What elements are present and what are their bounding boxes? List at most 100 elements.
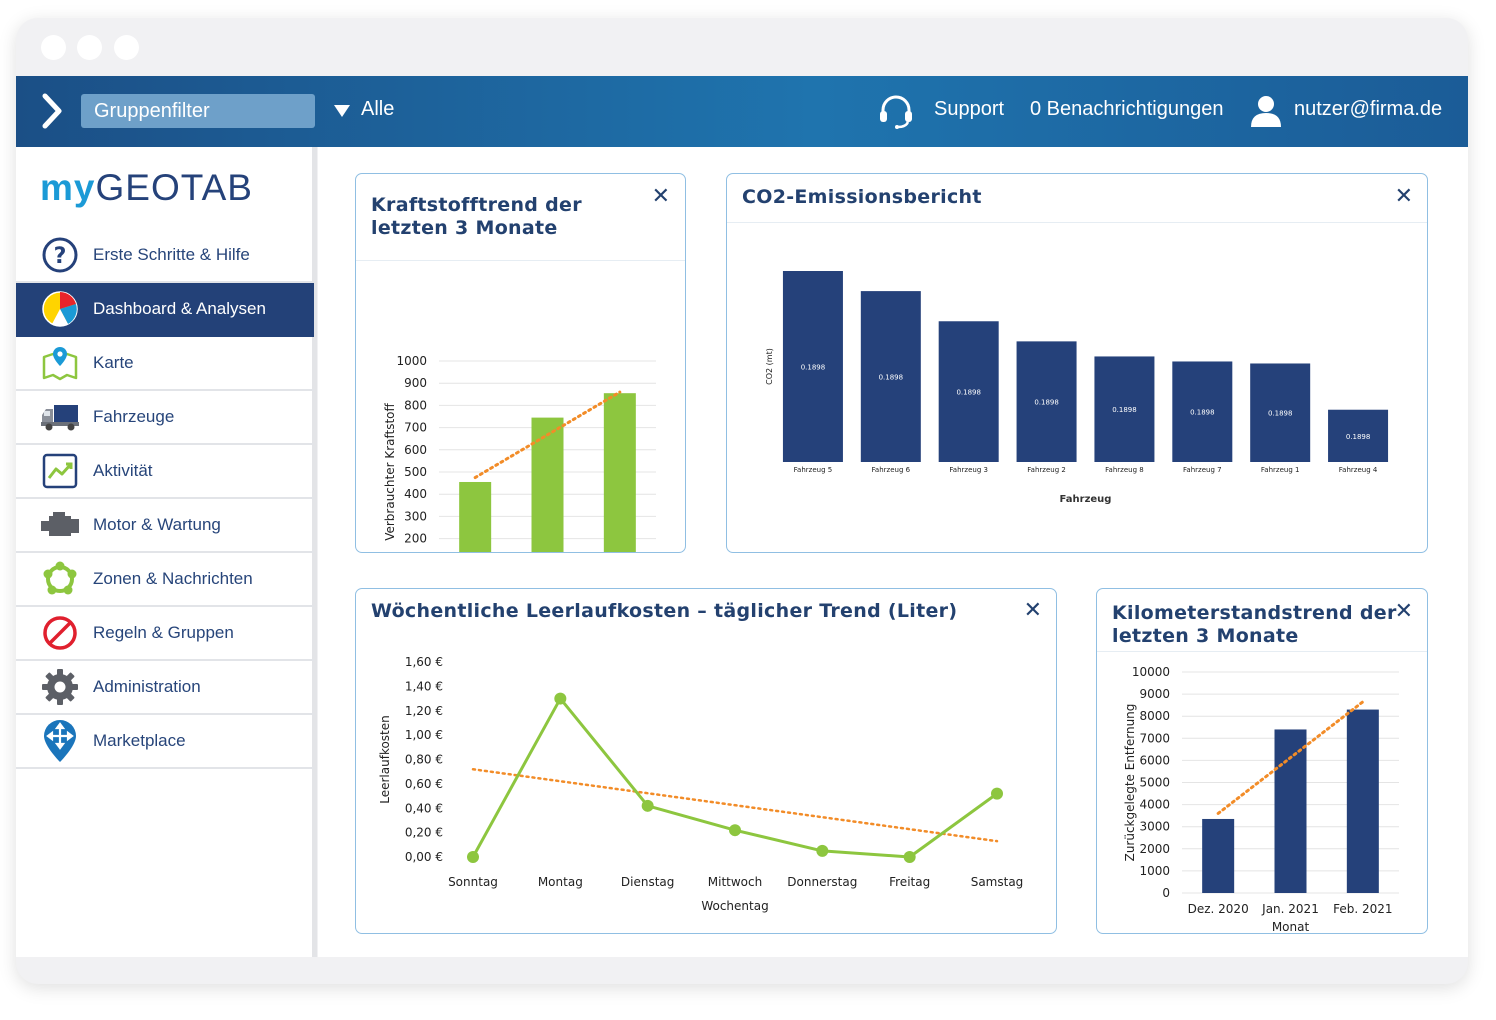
top-bar: Gruppenfilter Alle Support 0 Benachricht… [16,76,1468,147]
sidebar-item-marketplace[interactable]: Marketplace [16,715,314,769]
marketplace-icon [40,720,80,762]
bar [782,271,843,462]
mygeotab-logo[interactable]: myGEOTAB [40,167,253,209]
notifications-link[interactable]: 0 Benachrichtigungen [1030,98,1224,120]
window-dot [77,35,102,60]
x-tick-label: Donnerstag [787,875,857,889]
bar [1346,709,1379,893]
y-axis-label: Zurückgelegte Entfernung [1123,704,1137,862]
bar [1016,341,1077,462]
bar [938,321,999,462]
sidebar-item-label: Karte [93,353,134,372]
sidebar-item-help[interactable]: ? Erste Schritte & Hilfe [16,229,314,283]
x-tick-label: Fahrzeug 6 [872,466,911,474]
trend-line [1216,700,1365,815]
x-tick-label: Fahrzeug 5 [794,466,833,474]
bar [1274,729,1307,893]
sidebar-item-label: Fahrzeuge [93,407,175,426]
sidebar-item-label: Zonen & Nachrichten [93,569,253,588]
y-tick-label: 300 [404,509,427,523]
panel-title: Kilometerstandstrend der letzten 3 Monat… [1112,602,1397,648]
x-tick-label: Dienstag [621,875,675,889]
x-axis-label: Fahrzeug [1060,494,1112,505]
x-axis-label: Wochentag [701,899,768,913]
close-icon[interactable]: ✕ [1394,599,1413,624]
idle-chart: 0,00 € 0,20 € 0,40 € 0,60 € 0,80 € 1,00 € 1,20… [378,655,1023,913]
logo-prefix: my [40,167,96,208]
gear-icon [40,669,80,705]
browser-window: Gruppenfilter Alle Support 0 Benachricht… [16,18,1468,984]
user-email[interactable]: nutzer@firma.de [1294,98,1443,120]
sidebar-item-vehicles[interactable]: Fahrzeuge [16,391,314,445]
group-filter-value[interactable]: Alle [361,98,395,120]
headset-icon[interactable] [878,93,914,129]
idle-cost-panel: Wöchentliche Leerlaufkosten – täglicher … [355,588,1057,934]
sidebar-item-map[interactable]: Karte [16,337,314,391]
sidebar-item-engine[interactable]: Motor & Wartung [16,499,314,553]
close-icon[interactable]: ✕ [651,184,670,209]
panel-title-line: letzten 3 Monate [371,217,558,239]
map-icon [40,345,80,381]
logo-name: GEOTAB [95,167,253,208]
trend-line [471,768,999,843]
y-tick-label: 5000 [1139,776,1170,790]
sidebar-nav: ? Erste Schritte & Hilfe Dashboard & Ana… [16,229,314,769]
fuel-trend-panel: Kraftstofftrend der letzten 3 Monate ✕ 0… [355,173,686,553]
data-point [467,851,479,863]
panel-title-line: Kraftstofftrend der [371,194,582,216]
panel-title-line: Kilometerstandstrend der [1112,602,1397,624]
y-tick-label: 1,20 € [405,704,443,718]
window-dot [41,35,66,60]
user-icon[interactable] [1249,94,1283,128]
data-point [816,844,829,857]
co2-report-panel: CO2-Emissionsbericht ✕ 0.1898 Fahrzeug 5 0… [726,173,1428,553]
data-label: 0.1898 [1190,409,1215,417]
panel-title: Wöchentliche Leerlaufkosten – täglicher … [371,600,958,622]
panel-divider [356,260,685,261]
y-axis-label: Leerlaufkosten [378,715,392,804]
sidebar-item-rules[interactable]: Regeln & Gruppen [16,607,314,661]
sidebar-item-activity[interactable]: Aktivität [16,445,314,499]
x-tick-label: Mittwoch [708,875,762,889]
y-tick-label: 4000 [1139,798,1170,812]
close-icon[interactable]: ✕ [1394,184,1413,209]
bar [459,481,492,552]
window-dot [114,35,139,60]
activity-icon [40,453,80,489]
support-link[interactable]: Support [934,98,1005,120]
data-label: 0.1898 [956,389,981,397]
sidebar-item-dashboard[interactable]: Dashboard & Analysen [16,283,314,337]
group-filter-input[interactable]: Gruppenfilter [81,94,315,128]
sidebar-item-administration[interactable]: Administration [16,661,314,715]
y-tick-label: 0,80 € [405,753,443,767]
y-tick-label: 8000 [1139,709,1170,723]
y-tick-label: 3000 [1139,820,1170,834]
x-tick-label: Fahrzeug 8 [1105,466,1144,474]
x-tick-label: Fahrzeug 1 [1261,466,1300,474]
y-tick-label: 400 [404,487,427,501]
y-tick-label: 9000 [1139,687,1170,701]
sidebar-item-label: Aktivität [93,461,153,480]
fuel-chart: 01002003004005006007008009001000Dez. 202… [383,354,656,552]
chevron-right-icon[interactable] [40,93,64,129]
x-tick-label: Fahrzeug 2 [1027,466,1066,474]
y-tick-label: 0,60 € [405,777,443,791]
sidebar-item-label: Administration [93,677,201,696]
no-entry-icon [40,615,80,651]
x-tick-label: Jan. 2021 [1261,902,1319,916]
panel-title: CO2-Emissionsbericht [742,186,982,208]
y-tick-label: 1000 [1139,864,1170,878]
data-point [729,824,741,837]
sidebar-item-label: Motor & Wartung [93,515,221,534]
sidebar-item-label: Dashboard & Analysen [93,299,266,318]
dropdown-arrow-icon[interactable] [334,105,350,117]
truck-icon [40,399,80,435]
close-icon[interactable]: ✕ [1023,598,1042,623]
y-tick-label: 1,60 € [405,655,443,669]
y-tick-label: 2000 [1139,842,1170,856]
x-axis-label: Monat [1272,920,1310,934]
sidebar-item-zones[interactable]: Zonen & Nachrichten [16,553,314,607]
y-tick-label: 0,40 € [405,801,443,815]
y-tick-label: 700 [404,421,427,435]
x-tick-label: Dez. 2020 [1188,902,1249,916]
